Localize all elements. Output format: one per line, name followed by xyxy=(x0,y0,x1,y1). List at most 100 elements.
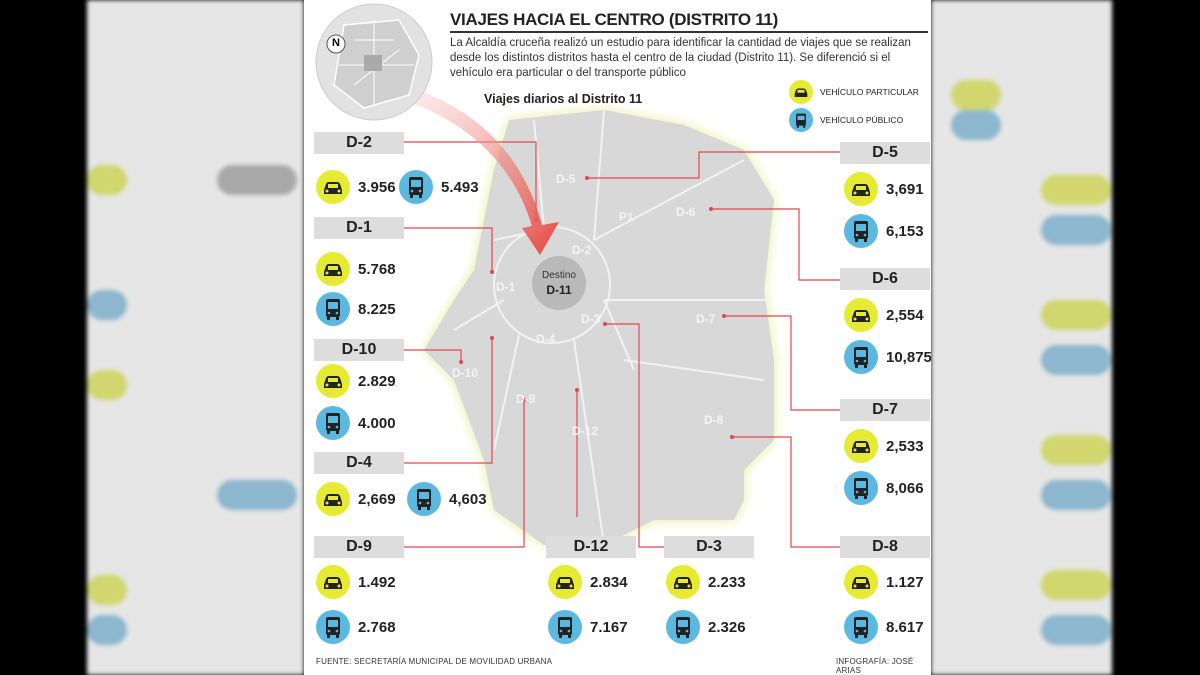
car-icon xyxy=(316,565,350,599)
district-d-3-public-trips: 2.326 xyxy=(666,610,746,644)
car-icon xyxy=(789,80,813,104)
car-icon xyxy=(844,429,878,463)
trip-count: 1.127 xyxy=(886,573,924,591)
map-shape xyxy=(424,110,774,545)
map-label-d-5: D-5 xyxy=(556,172,576,186)
district-d-6-private-trips: 2,554 xyxy=(844,298,924,332)
district-tag-d-2: D-2 xyxy=(314,132,404,154)
district-tag-d-10: D-10 xyxy=(314,339,404,361)
district-d-2-private-trips: 3.956 xyxy=(316,170,396,204)
car-icon xyxy=(844,298,878,332)
car-icon xyxy=(316,252,350,286)
bus-icon xyxy=(548,610,582,644)
legend-private-label: VEHÍCULO PARTICULAR xyxy=(820,87,919,97)
district-tag-d-12: D-12 xyxy=(546,536,636,558)
district-d-12-public-trips: 7.167 xyxy=(548,610,628,644)
trip-count: 1.492 xyxy=(358,573,396,591)
bus-icon xyxy=(666,610,700,644)
blur-shape xyxy=(87,615,127,645)
destination-label: Destino xyxy=(542,270,576,281)
bus-icon xyxy=(316,292,350,326)
bus-icon xyxy=(789,108,813,132)
page-title: VIAJES HACIA EL CENTRO (DISTRITO 11) xyxy=(450,10,778,29)
trip-count: 3,691 xyxy=(886,180,924,198)
compass-icon xyxy=(326,34,346,54)
trip-count: 2,669 xyxy=(358,490,396,508)
district-d-1-private-trips: 5.768 xyxy=(316,252,396,286)
district-d-8-private-trips: 1.127 xyxy=(844,565,924,599)
title-rule xyxy=(450,31,928,33)
district-tag-d-9: D-9 xyxy=(314,536,404,558)
blur-shape xyxy=(1041,175,1111,205)
inset-center xyxy=(364,55,382,71)
district-d-1-public-trips: 8.225 xyxy=(316,292,396,326)
district-d-3-private-trips: 2.233 xyxy=(666,565,746,599)
trip-count: 2.834 xyxy=(590,573,628,591)
blur-shape xyxy=(87,575,127,605)
trip-count: 2.233 xyxy=(708,573,746,591)
blur-shape xyxy=(1041,570,1111,600)
trip-count: 7.167 xyxy=(590,618,628,636)
legend-public-label: VEHÍCULO PÚBLICO xyxy=(820,115,904,125)
blur-shape xyxy=(1041,300,1111,330)
map-label-p1: P1 xyxy=(619,210,634,224)
car-icon xyxy=(844,565,878,599)
blur-shape xyxy=(1041,435,1111,465)
map-label-d-9: D-9 xyxy=(516,392,536,406)
district-d-7-private-trips: 2,533 xyxy=(844,429,924,463)
trip-count: 2.326 xyxy=(708,618,746,636)
pointer-arrow xyxy=(404,85,559,255)
trip-count: 2,554 xyxy=(886,306,924,324)
map-label-d-4: D-4 xyxy=(536,332,556,346)
trip-count: 8.225 xyxy=(358,300,396,318)
compass-letter: N xyxy=(332,37,340,49)
city-map xyxy=(315,3,840,549)
bus-icon xyxy=(844,214,878,248)
trip-count: 2.829 xyxy=(358,372,396,390)
blur-shape xyxy=(217,480,297,510)
map-label-d-8: D-8 xyxy=(704,413,724,427)
intro-text: La Alcaldía cruceña realizó un estudio p… xyxy=(450,37,911,79)
map-subtitle: Viajes diarios al Distrito 11 xyxy=(484,92,643,106)
blurred-background-left xyxy=(87,0,304,675)
district-d-5-private-trips: 3,691 xyxy=(844,172,924,206)
blur-shape xyxy=(951,80,1001,110)
district-tag-d-3: D-3 xyxy=(664,536,754,558)
legend-public: VEHÍCULO PÚBLICO xyxy=(789,108,903,132)
district-d-6-public-trips: 10,875 xyxy=(844,340,931,374)
legend-private: VEHÍCULO PARTICULAR xyxy=(789,80,919,104)
district-tag-d-4: D-4 xyxy=(314,452,404,474)
map-label-d-10: D-10 xyxy=(452,366,479,380)
map-label-d-2: D-2 xyxy=(572,243,592,257)
trip-count: 4,603 xyxy=(449,490,487,508)
blur-shape xyxy=(1041,345,1111,375)
district-11-area xyxy=(532,256,586,310)
trip-count: 3.956 xyxy=(358,178,396,196)
infographic: N D-5 P1 D-6 D-2 D-1 D-4 D-3 D-7 D-10 D-9 D-12 D-8 … xyxy=(304,0,931,675)
trip-count: 8,066 xyxy=(886,479,924,497)
car-icon xyxy=(666,565,700,599)
bus-icon xyxy=(399,170,433,204)
bus-icon xyxy=(316,610,350,644)
map-label-d-3: D-3 xyxy=(581,312,601,326)
district-d-7-public-trips: 8,066 xyxy=(844,471,924,505)
district-borders xyxy=(453,109,769,546)
trip-count: 4.000 xyxy=(358,414,396,432)
map-label-d-7: D-7 xyxy=(696,312,716,326)
blur-shape xyxy=(217,165,297,195)
blur-shape xyxy=(87,370,127,400)
car-icon xyxy=(316,482,350,516)
district-d-2-public-trips: 5.493 xyxy=(399,170,479,204)
district-tag-d-8: D-8 xyxy=(840,536,930,558)
blurred-background-right xyxy=(931,0,1112,675)
bus-icon xyxy=(316,406,350,440)
trip-count: 5.493 xyxy=(441,178,479,196)
car-icon xyxy=(316,170,350,204)
blur-shape xyxy=(87,290,127,320)
blur-shape xyxy=(1041,480,1111,510)
blur-shape xyxy=(1041,615,1111,645)
bus-icon xyxy=(407,482,441,516)
district-tag-d-6: D-6 xyxy=(840,268,930,290)
district-d-12-private-trips: 2.834 xyxy=(548,565,628,599)
district-tag-d-7: D-7 xyxy=(840,399,930,421)
